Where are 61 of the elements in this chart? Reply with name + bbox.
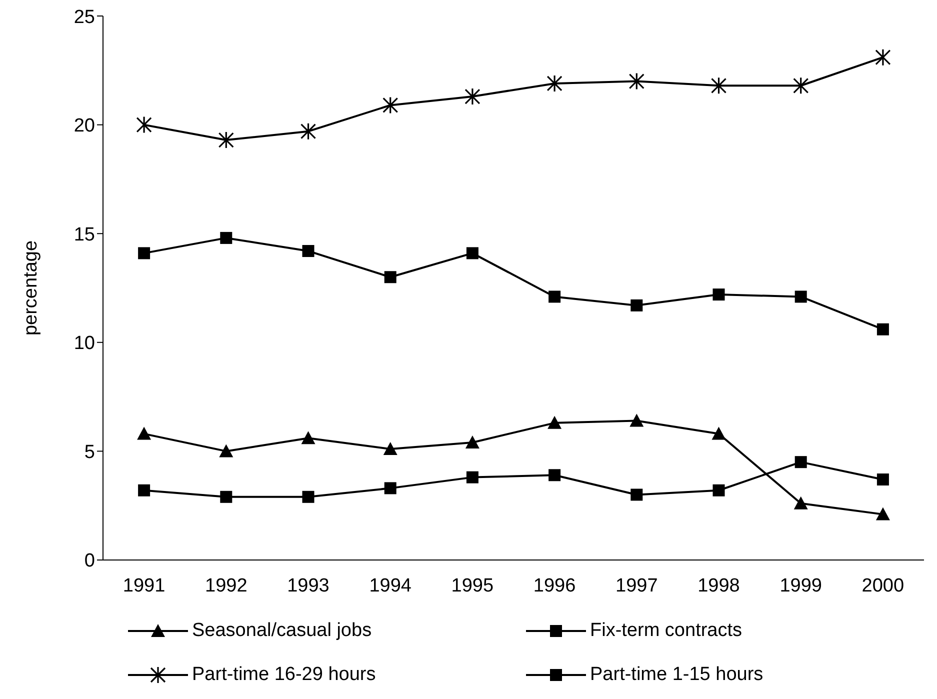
point [712,288,725,301]
legend-label: Part-time 16-29 hours [192,664,376,686]
point [548,469,561,482]
point [876,473,889,486]
point [382,96,398,114]
point [875,48,891,66]
x-tick-label: 1998 [698,575,740,596]
x-tick-label: 1999 [780,575,822,596]
point [302,490,314,503]
y-tick-label: 5 [84,442,95,463]
point [220,490,232,503]
x-tick-label: 1992 [205,575,248,596]
x-tick-label: 1994 [369,575,412,596]
x-tick-label: 1997 [616,575,658,596]
point [383,442,398,456]
point [876,507,890,520]
x-tick-label: 1993 [287,575,330,596]
point [466,247,478,260]
x-tick-label: 1996 [533,575,576,596]
x-tick-label: 2000 [862,575,904,596]
point [138,484,150,496]
point [301,431,316,444]
y-tick-label: 20 [74,116,95,137]
point [712,426,726,440]
point [876,323,889,336]
point [219,444,234,458]
point [794,456,807,468]
point [136,116,152,134]
legend-label: Fix-term contracts [590,620,742,642]
point [218,131,234,149]
x-tick-label: 1991 [122,575,166,596]
point [710,76,727,94]
legend-label: Part-time 1-15 hours [590,664,764,686]
point [630,299,643,312]
point [300,122,316,140]
point [384,482,396,494]
legend-label: Seasonal/casual jobs [192,620,372,642]
point [465,435,480,448]
y-axis-title: percentage [20,240,42,336]
point [630,488,643,501]
point [628,72,644,90]
point [548,290,561,303]
point [630,414,644,427]
y-tick-label: 10 [74,333,95,354]
x-tick-label: 1995 [451,575,494,596]
point [548,416,562,429]
point [466,471,478,484]
point [137,426,152,440]
point [793,76,809,94]
point [546,74,562,92]
point [712,484,725,496]
y-tick-label: 15 [74,224,95,246]
point [220,232,232,244]
y-tick-label: 0 [84,550,95,572]
point [302,245,314,258]
y-tick-label: 25 [74,6,95,28]
point [794,290,807,303]
point [384,271,396,284]
point [794,496,808,510]
point [138,247,150,260]
point [464,88,480,106]
